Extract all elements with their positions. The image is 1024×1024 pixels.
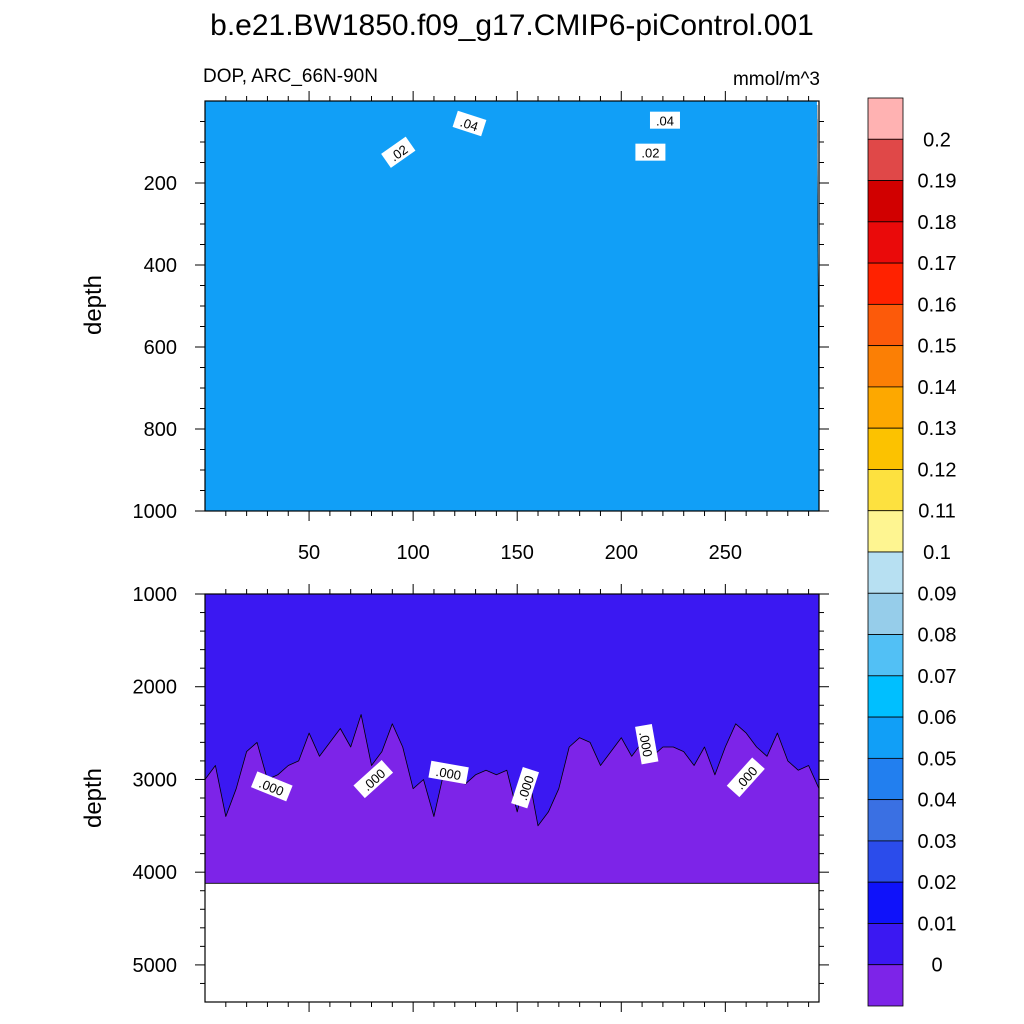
colorbar-swatch bbox=[867, 964, 904, 1007]
colorbar-swatch bbox=[867, 138, 904, 181]
colorbar-swatch bbox=[867, 757, 904, 801]
colorbar-swatch bbox=[867, 551, 904, 594]
contour-label-text: .000 bbox=[636, 731, 655, 759]
colorbar-label: 0 bbox=[931, 955, 942, 977]
colorbar-swatch bbox=[867, 427, 904, 470]
contour-label-text: .04 bbox=[656, 114, 674, 129]
y-tick-label: 1000 bbox=[133, 584, 178, 606]
colorbar-swatch bbox=[867, 180, 904, 223]
contour-label: .02 bbox=[635, 143, 666, 161]
colorbar-label: 0.08 bbox=[918, 625, 957, 647]
x-tick-label: 50 bbox=[298, 542, 320, 564]
colorbar-label: 0.2 bbox=[923, 129, 951, 151]
colorbar-label: 0.12 bbox=[918, 459, 957, 481]
colorbar-swatch bbox=[867, 923, 904, 966]
colorbar-swatch bbox=[867, 716, 904, 759]
colorbar-label: 0.05 bbox=[918, 748, 957, 770]
contour-label: .000 bbox=[511, 766, 540, 809]
x-tick-label: 200 bbox=[605, 542, 638, 564]
y-tick-label: 400 bbox=[144, 255, 177, 277]
y-tick-label: 3000 bbox=[133, 769, 178, 791]
y-tick-label: 200 bbox=[144, 173, 177, 195]
colorbar-swatch bbox=[867, 675, 904, 718]
colorbar-label: 0.07 bbox=[918, 666, 957, 688]
colorbar-label: 0.15 bbox=[918, 336, 957, 358]
colorbar-label: 0.19 bbox=[918, 171, 957, 193]
colorbar-swatch bbox=[867, 592, 904, 635]
y-tick-label: 1000 bbox=[133, 501, 178, 523]
colorbar-label: 0.16 bbox=[918, 294, 957, 316]
colorbar-swatch bbox=[867, 303, 904, 347]
contour-band-negative bbox=[204, 714, 820, 884]
colorbar-label: 0.17 bbox=[918, 253, 957, 275]
colorbar: 0.2 0.19 0.18 0.17 0.16 0.15 0.14 0.13 0.12 0.11 0… bbox=[867, 97, 957, 1007]
x-tick-label: 150 bbox=[501, 542, 534, 564]
y-tick-label: 4000 bbox=[133, 862, 178, 884]
units-subtitle: mmol/m^3 bbox=[733, 69, 820, 90]
colorbar-label: 0.06 bbox=[918, 707, 957, 729]
colorbar-label: 0.09 bbox=[918, 583, 957, 605]
colorbar-label: 0.02 bbox=[918, 872, 957, 894]
chart-title: b.e21.BW1850.f09_g17.CMIP6-piControl.001 bbox=[210, 9, 814, 42]
bottom-y-axis-label: depth bbox=[80, 768, 107, 828]
contour-label: .000 bbox=[635, 723, 659, 765]
colorbar-swatch bbox=[867, 510, 904, 553]
contour-label-text: .000 bbox=[435, 764, 463, 783]
y-tick-label: 600 bbox=[144, 337, 177, 359]
colorbar-label: 0.01 bbox=[918, 913, 957, 935]
y-tick-label: 2000 bbox=[133, 677, 178, 699]
colorbar-swatch bbox=[867, 634, 904, 677]
colorbar-swatch bbox=[867, 386, 904, 429]
contour-label: .04 bbox=[649, 111, 680, 129]
variable-subtitle: DOP, ARC_66N-90N bbox=[203, 66, 378, 87]
contour-band-0.05-0.06 bbox=[205, 101, 819, 511]
bottom-panel: .000.000.000.000.000.0001000200030004000… bbox=[133, 584, 829, 1012]
colorbar-swatch bbox=[867, 840, 904, 883]
colorbar-swatch bbox=[867, 221, 904, 264]
colorbar-swatch bbox=[867, 799, 904, 842]
colorbar-label: 0.03 bbox=[918, 831, 957, 853]
x-tick-label: 250 bbox=[709, 542, 742, 564]
contour-label-text: .000 bbox=[515, 774, 537, 803]
colorbar-swatch bbox=[867, 469, 904, 512]
contour-label-text: .02 bbox=[641, 146, 659, 161]
colorbar-swatch bbox=[867, 97, 904, 140]
colorbar-swatch bbox=[867, 262, 904, 305]
contour-label: .000 bbox=[428, 760, 469, 785]
colorbar-label: 0.13 bbox=[918, 418, 957, 440]
colorbar-label: 0.1 bbox=[923, 542, 951, 564]
colorbar-label: 0.11 bbox=[918, 501, 955, 523]
contour-label-text: .04 bbox=[458, 115, 480, 135]
contour-label: .04 bbox=[452, 110, 487, 137]
y-tick-label: 5000 bbox=[133, 955, 178, 977]
colorbar-label: 0.14 bbox=[918, 377, 957, 399]
top-y-axis-label: depth bbox=[80, 275, 107, 335]
y-tick-label: 800 bbox=[144, 419, 177, 441]
x-tick-label: 100 bbox=[396, 542, 429, 564]
colorbar-label: 0.18 bbox=[918, 212, 957, 234]
colorbar-swatch bbox=[867, 881, 904, 924]
top-contour-fill bbox=[205, 101, 819, 511]
colorbar-label: 0.04 bbox=[918, 790, 957, 812]
colorbar-swatch bbox=[867, 345, 904, 388]
